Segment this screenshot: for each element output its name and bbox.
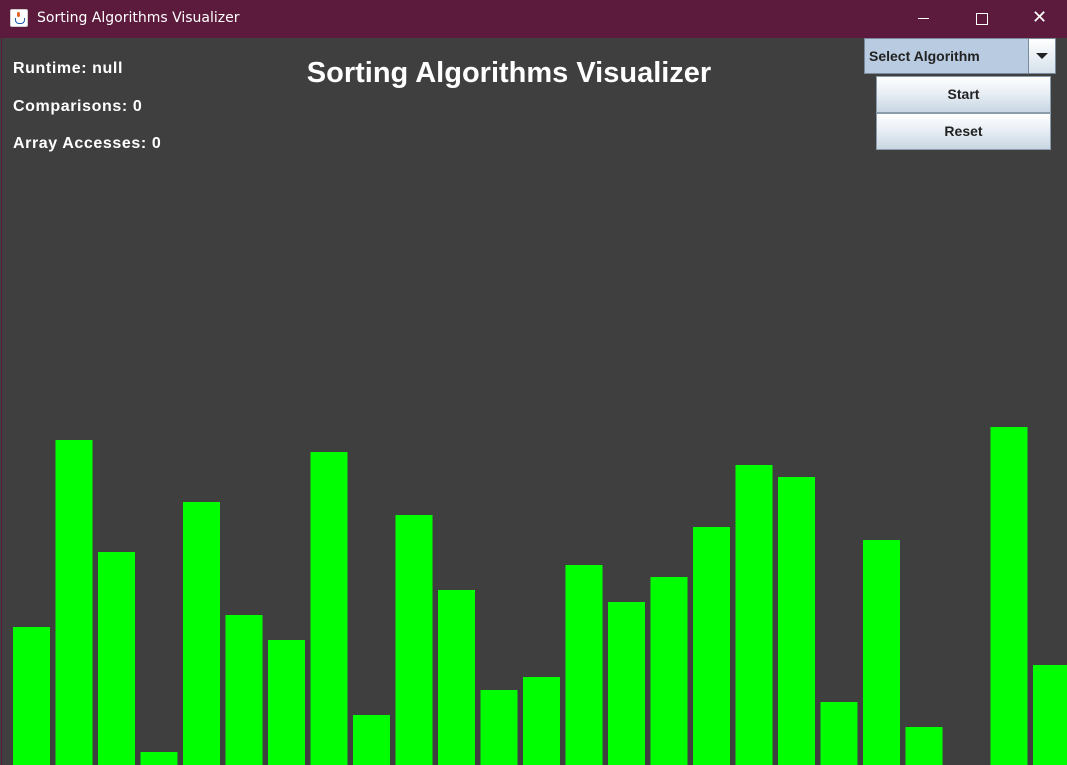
minimize-button[interactable] <box>894 0 952 38</box>
array-bar-15 <box>650 577 688 765</box>
array-bar-24 <box>1033 665 1067 765</box>
array-bar-8 <box>353 715 390 765</box>
array-bar-23 <box>990 427 1028 765</box>
runtime-label: Runtime: null <box>13 60 124 77</box>
array-bar-0 <box>13 627 50 765</box>
array-bar-3 <box>140 752 178 765</box>
algorithm-select[interactable]: Select Algorithm <box>864 38 1056 74</box>
array-bar-1 <box>55 440 93 765</box>
array-bar-12 <box>523 677 560 765</box>
page-title: Sorting Algorithms Visualizer <box>306 57 712 89</box>
array-bar-5 <box>225 615 263 765</box>
chevron-down-icon <box>1036 53 1048 59</box>
array-bar-16 <box>693 527 730 765</box>
array-accesses-label: Array Accesses: 0 <box>13 135 162 152</box>
array-bar-7 <box>310 452 348 765</box>
array-bar-19 <box>820 702 858 765</box>
close-icon: ✕ <box>1032 7 1048 28</box>
window-title: Sorting Algorithms Visualizer <box>37 10 240 26</box>
array-bar-17 <box>735 465 773 765</box>
array-bar-20 <box>863 540 900 765</box>
start-button[interactable]: Start <box>876 76 1051 113</box>
array-bar-2 <box>98 552 135 765</box>
array-bar-11 <box>480 690 518 765</box>
algorithm-select-value: Select Algorithm <box>869 48 980 64</box>
title-bar: Sorting Algorithms Visualizer ✕ <box>0 0 1067 38</box>
array-bar-4 <box>183 502 220 765</box>
array-bar-18 <box>778 477 815 765</box>
array-bar-14 <box>608 602 645 765</box>
maximize-icon <box>976 13 988 25</box>
comparisons-label: Comparisons: 0 <box>13 98 143 115</box>
minimize-icon <box>918 18 929 19</box>
reset-button[interactable]: Reset <box>876 113 1051 150</box>
array-bar-21 <box>905 727 943 765</box>
array-bar-13 <box>565 565 603 765</box>
maximize-button[interactable] <box>952 0 1010 38</box>
array-bar-9 <box>395 515 433 765</box>
close-button[interactable]: ✕ <box>1010 0 1067 38</box>
algorithm-dropdown-button[interactable] <box>1028 39 1055 73</box>
array-bar-10 <box>438 590 475 765</box>
java-app-icon <box>10 9 28 27</box>
array-bar-6 <box>268 640 305 765</box>
